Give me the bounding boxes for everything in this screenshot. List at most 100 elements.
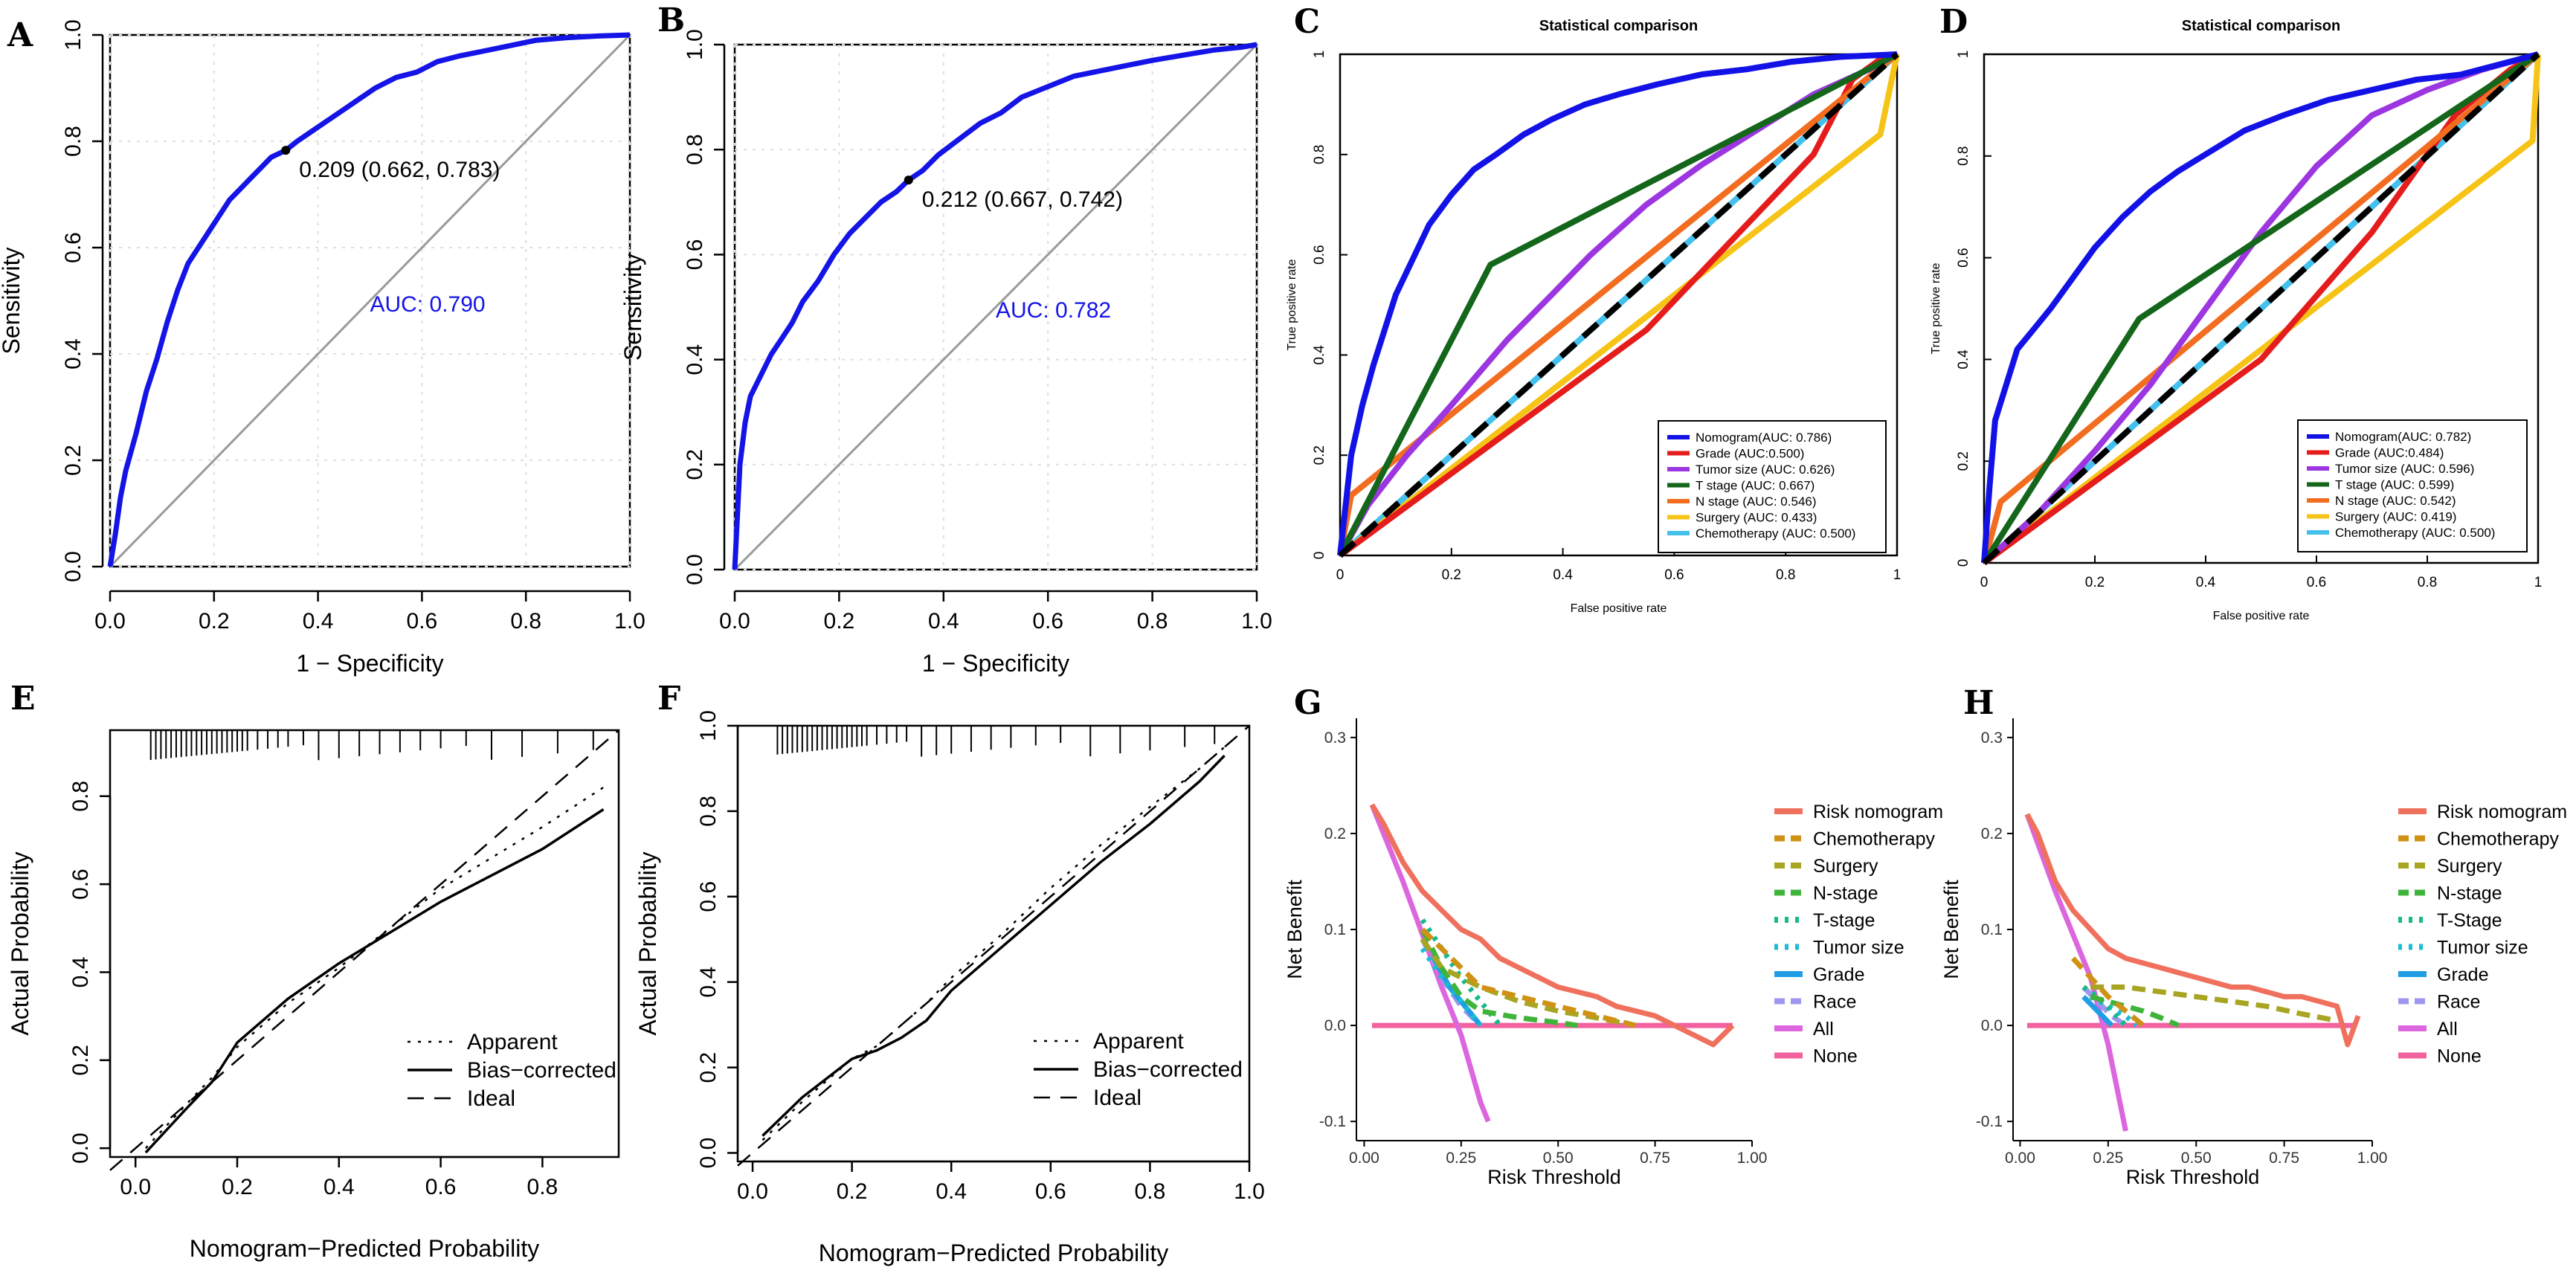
dca-line-chemotherapy xyxy=(2070,956,2145,1028)
x-tick-label: 0.0 xyxy=(719,609,750,634)
dca-line-grade xyxy=(2081,994,2114,1028)
x-tick-label: 0.50 xyxy=(1543,1150,1574,1167)
legend-label-apparent: Apparent xyxy=(467,1030,558,1054)
x-tick-label: 0.8 xyxy=(1135,1179,1166,1204)
calibration-line-apparent xyxy=(761,746,1226,1141)
y-tick-label: 1.0 xyxy=(696,710,721,741)
legend-label-grade-auc-0-500: Grade (AUC:0.500) xyxy=(1696,447,1804,461)
y-tick-label: 0.6 xyxy=(61,232,86,263)
reference-diagonal xyxy=(733,43,1258,571)
dca-line-n-stage xyxy=(2090,994,2180,1028)
legend-label-nomogram-auc-0-782: Nomogram(AUC: 0.782) xyxy=(2335,430,2471,444)
x-tick-label: 1 xyxy=(2534,575,2543,590)
x-tick-label: 0.4 xyxy=(936,1179,967,1204)
panel-a-roc-chart: 0.0 0.0 0.2 0.2 0.4 0.4 0.6 0.6 0.8 0.8 1.0 1.0 0.20… xyxy=(0,19,645,677)
panel-letter-b: B xyxy=(657,1,685,39)
y-tick-label: 0.2 xyxy=(1981,825,2003,842)
x-tick-label: 0.2 xyxy=(837,1179,868,1204)
x-tick-label: 0.6 xyxy=(407,609,438,634)
y-tick-label: 0.8 xyxy=(68,781,93,812)
y-tick-label: -0.1 xyxy=(1976,1113,2003,1130)
x-tick-label: 0.00 xyxy=(1349,1150,1379,1167)
y-tick-label: 0.2 xyxy=(696,1052,721,1083)
calibration-line-apparent xyxy=(144,786,605,1150)
dca-line-t-stage xyxy=(1420,918,1502,1028)
legend-box xyxy=(2297,419,2528,552)
legend-label-tumor-size: Tumor size xyxy=(1813,938,1904,958)
legend-label-grade-auc-0-484: Grade (AUC:0.484) xyxy=(2335,446,2444,460)
panel-c-roc-comparison-chart: Statistical comparison 0 0 0.2 0.2 0.4 0.4 0.6 0… xyxy=(1286,18,1901,615)
chart-title: Statistical comparison xyxy=(2182,18,2340,34)
x-tick-label: 0.6 xyxy=(1035,1179,1066,1204)
y-tick-label: 0.4 xyxy=(61,338,86,370)
legend-label-tumor-size-auc-0-596: Tumor size (AUC: 0.596) xyxy=(2335,462,2474,476)
legend-label-tumor-size: Tumor size xyxy=(2437,938,2528,958)
y-tick-label: 0.2 xyxy=(683,449,707,480)
legend-label-risk-nomogram: Risk nomogram xyxy=(2437,802,2567,822)
x-tick-label: 0.75 xyxy=(2269,1150,2299,1167)
legend-label-apparent: Apparent xyxy=(1093,1029,1184,1054)
x-tick-label: 0.6 xyxy=(2307,575,2326,590)
y-tick-label: 0.2 xyxy=(1956,451,1971,471)
y-tick-label: 0.3 xyxy=(1981,729,2003,747)
y-tick-label: 0.0 xyxy=(1981,1017,2003,1034)
x-tick-label: 1.0 xyxy=(1234,1179,1265,1204)
x-tick-label: 0.0 xyxy=(120,1175,151,1199)
reference-diagonal xyxy=(1982,52,2540,565)
legend-label-n-stage: N-stage xyxy=(1813,883,1878,904)
series-line-nomogram-auc-0-782 xyxy=(1981,51,2540,564)
x-tick-label: 1.0 xyxy=(1241,609,1272,634)
panel-h-decision-curve-chart: 0.00 0.25 0.50 0.75 1.00 -0.1 0.0 0.1 0.2 0.3 Risk… xyxy=(1940,718,2567,1188)
cutoff-label: 0.212 (0.667, 0.742) xyxy=(922,187,1123,212)
calibration-line-bias-corrected xyxy=(761,754,1226,1137)
calibration-line-ideal xyxy=(737,725,1250,1167)
legend-box xyxy=(1658,420,1887,553)
dca-line-surgery xyxy=(1420,937,1637,1028)
y-tick-label: 0 xyxy=(1312,552,1327,560)
y-tick-label: 0.6 xyxy=(696,881,721,912)
x-axis-label: 1 − Specificity xyxy=(922,650,1069,677)
auc-label: AUC: 0.790 xyxy=(370,292,486,317)
series-line-surgery-auc-0-433 xyxy=(1338,54,1900,558)
panel-letter-g: G xyxy=(1294,684,1322,722)
series-line-t-stage-auc-0-599 xyxy=(1981,51,2540,565)
panel-letter-a: A xyxy=(7,16,33,54)
y-tick-label: 0 xyxy=(1956,559,1971,567)
y-tick-label: 1 xyxy=(1312,51,1327,59)
x-tick-label: 0.4 xyxy=(928,609,959,634)
x-axis-label: Risk Threshold xyxy=(1487,1166,1621,1188)
y-tick-label: 0.4 xyxy=(683,344,707,376)
x-tick-label: 0.8 xyxy=(527,1175,558,1199)
x-tick-label: 0 xyxy=(1980,575,1989,590)
dca-line-chemotherapy xyxy=(1420,927,1637,1028)
y-axis-label: Net Benefit xyxy=(1940,880,1962,979)
y-tick-label: -0.1 xyxy=(1319,1113,1346,1130)
y-tick-label: 1.0 xyxy=(683,29,707,60)
x-tick-label: 0.25 xyxy=(2093,1150,2123,1167)
panel-f-calibration-chart: 0.0 0.0 0.2 0.2 0.4 0.4 0.6 0.6 0.8 0.8 1.0 1.0 Appa… xyxy=(634,710,1265,1266)
y-axis-label: Sensitivity xyxy=(619,254,646,361)
legend-label-all: All xyxy=(2437,1019,2458,1040)
roc-curve xyxy=(107,32,631,567)
legend-label-surgery: Surgery xyxy=(1813,856,1878,877)
x-tick-label: 0.8 xyxy=(1776,567,1795,583)
x-tick-label: 1.00 xyxy=(1737,1150,1768,1167)
y-tick-label: 0.8 xyxy=(61,126,86,157)
plot-frame xyxy=(1983,53,2540,564)
y-tick-label: 0.0 xyxy=(1324,1017,1346,1034)
y-tick-label: 0.4 xyxy=(1312,345,1327,365)
y-tick-label: 0.0 xyxy=(696,1138,721,1169)
panel-letter-d: D xyxy=(1939,3,1968,41)
x-axis-label: Risk Threshold xyxy=(2126,1166,2260,1188)
legend-label-n-stage-auc-0-546: N stage (AUC: 0.546) xyxy=(1696,494,1817,509)
calibration-line-ideal xyxy=(109,729,619,1171)
legend-label-chemotherapy-auc-0-500: Chemotherapy (AUC: 0.500) xyxy=(1696,526,1855,541)
legend-label-race: Race xyxy=(1813,992,1856,1013)
legend-label-surgery: Surgery xyxy=(2437,856,2502,877)
dca-line-all xyxy=(1369,803,1491,1123)
x-tick-label: 0.75 xyxy=(1640,1150,1670,1167)
y-tick-label: 0.0 xyxy=(61,551,86,582)
x-tick-label: 0.4 xyxy=(1553,567,1573,583)
y-tick-label: 0.1 xyxy=(1324,921,1346,938)
legend-label-ideal: Ideal xyxy=(1093,1086,1142,1110)
